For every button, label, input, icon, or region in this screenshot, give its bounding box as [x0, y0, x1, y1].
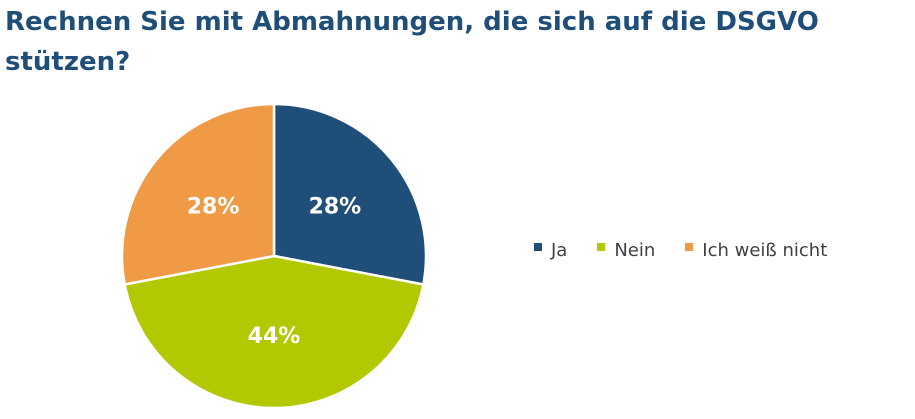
- legend-item-weiss-nicht: Ich weiß nicht: [685, 240, 827, 261]
- legend: Ja Nein Ich weiß nicht: [534, 240, 857, 261]
- legend-label-ja: Ja: [551, 240, 568, 261]
- slice-label-ja: 28%: [309, 195, 362, 220]
- legend-swatch-weiss-nicht: [685, 242, 694, 251]
- pie-slice-nein: [123, 254, 425, 410]
- legend-swatch-ja: [534, 242, 542, 251]
- legend-item-ja: Ja: [534, 240, 567, 261]
- legend-label-weiss-nicht: Ich weiß nicht: [702, 240, 828, 261]
- chart-title: Rechnen Sie mit Abmahnungen, die sich au…: [5, 7, 819, 77]
- slice-label-weiss-nicht: 28%: [187, 195, 240, 220]
- slice-label-nein: 44%: [248, 324, 301, 349]
- pie-slice-ja: [272, 102, 428, 286]
- pie-slice-weiss-nicht: [120, 102, 276, 286]
- legend-swatch-nein: [597, 242, 606, 251]
- legend-item-nein: Nein: [597, 240, 655, 261]
- legend-label-nein: Nein: [614, 240, 656, 261]
